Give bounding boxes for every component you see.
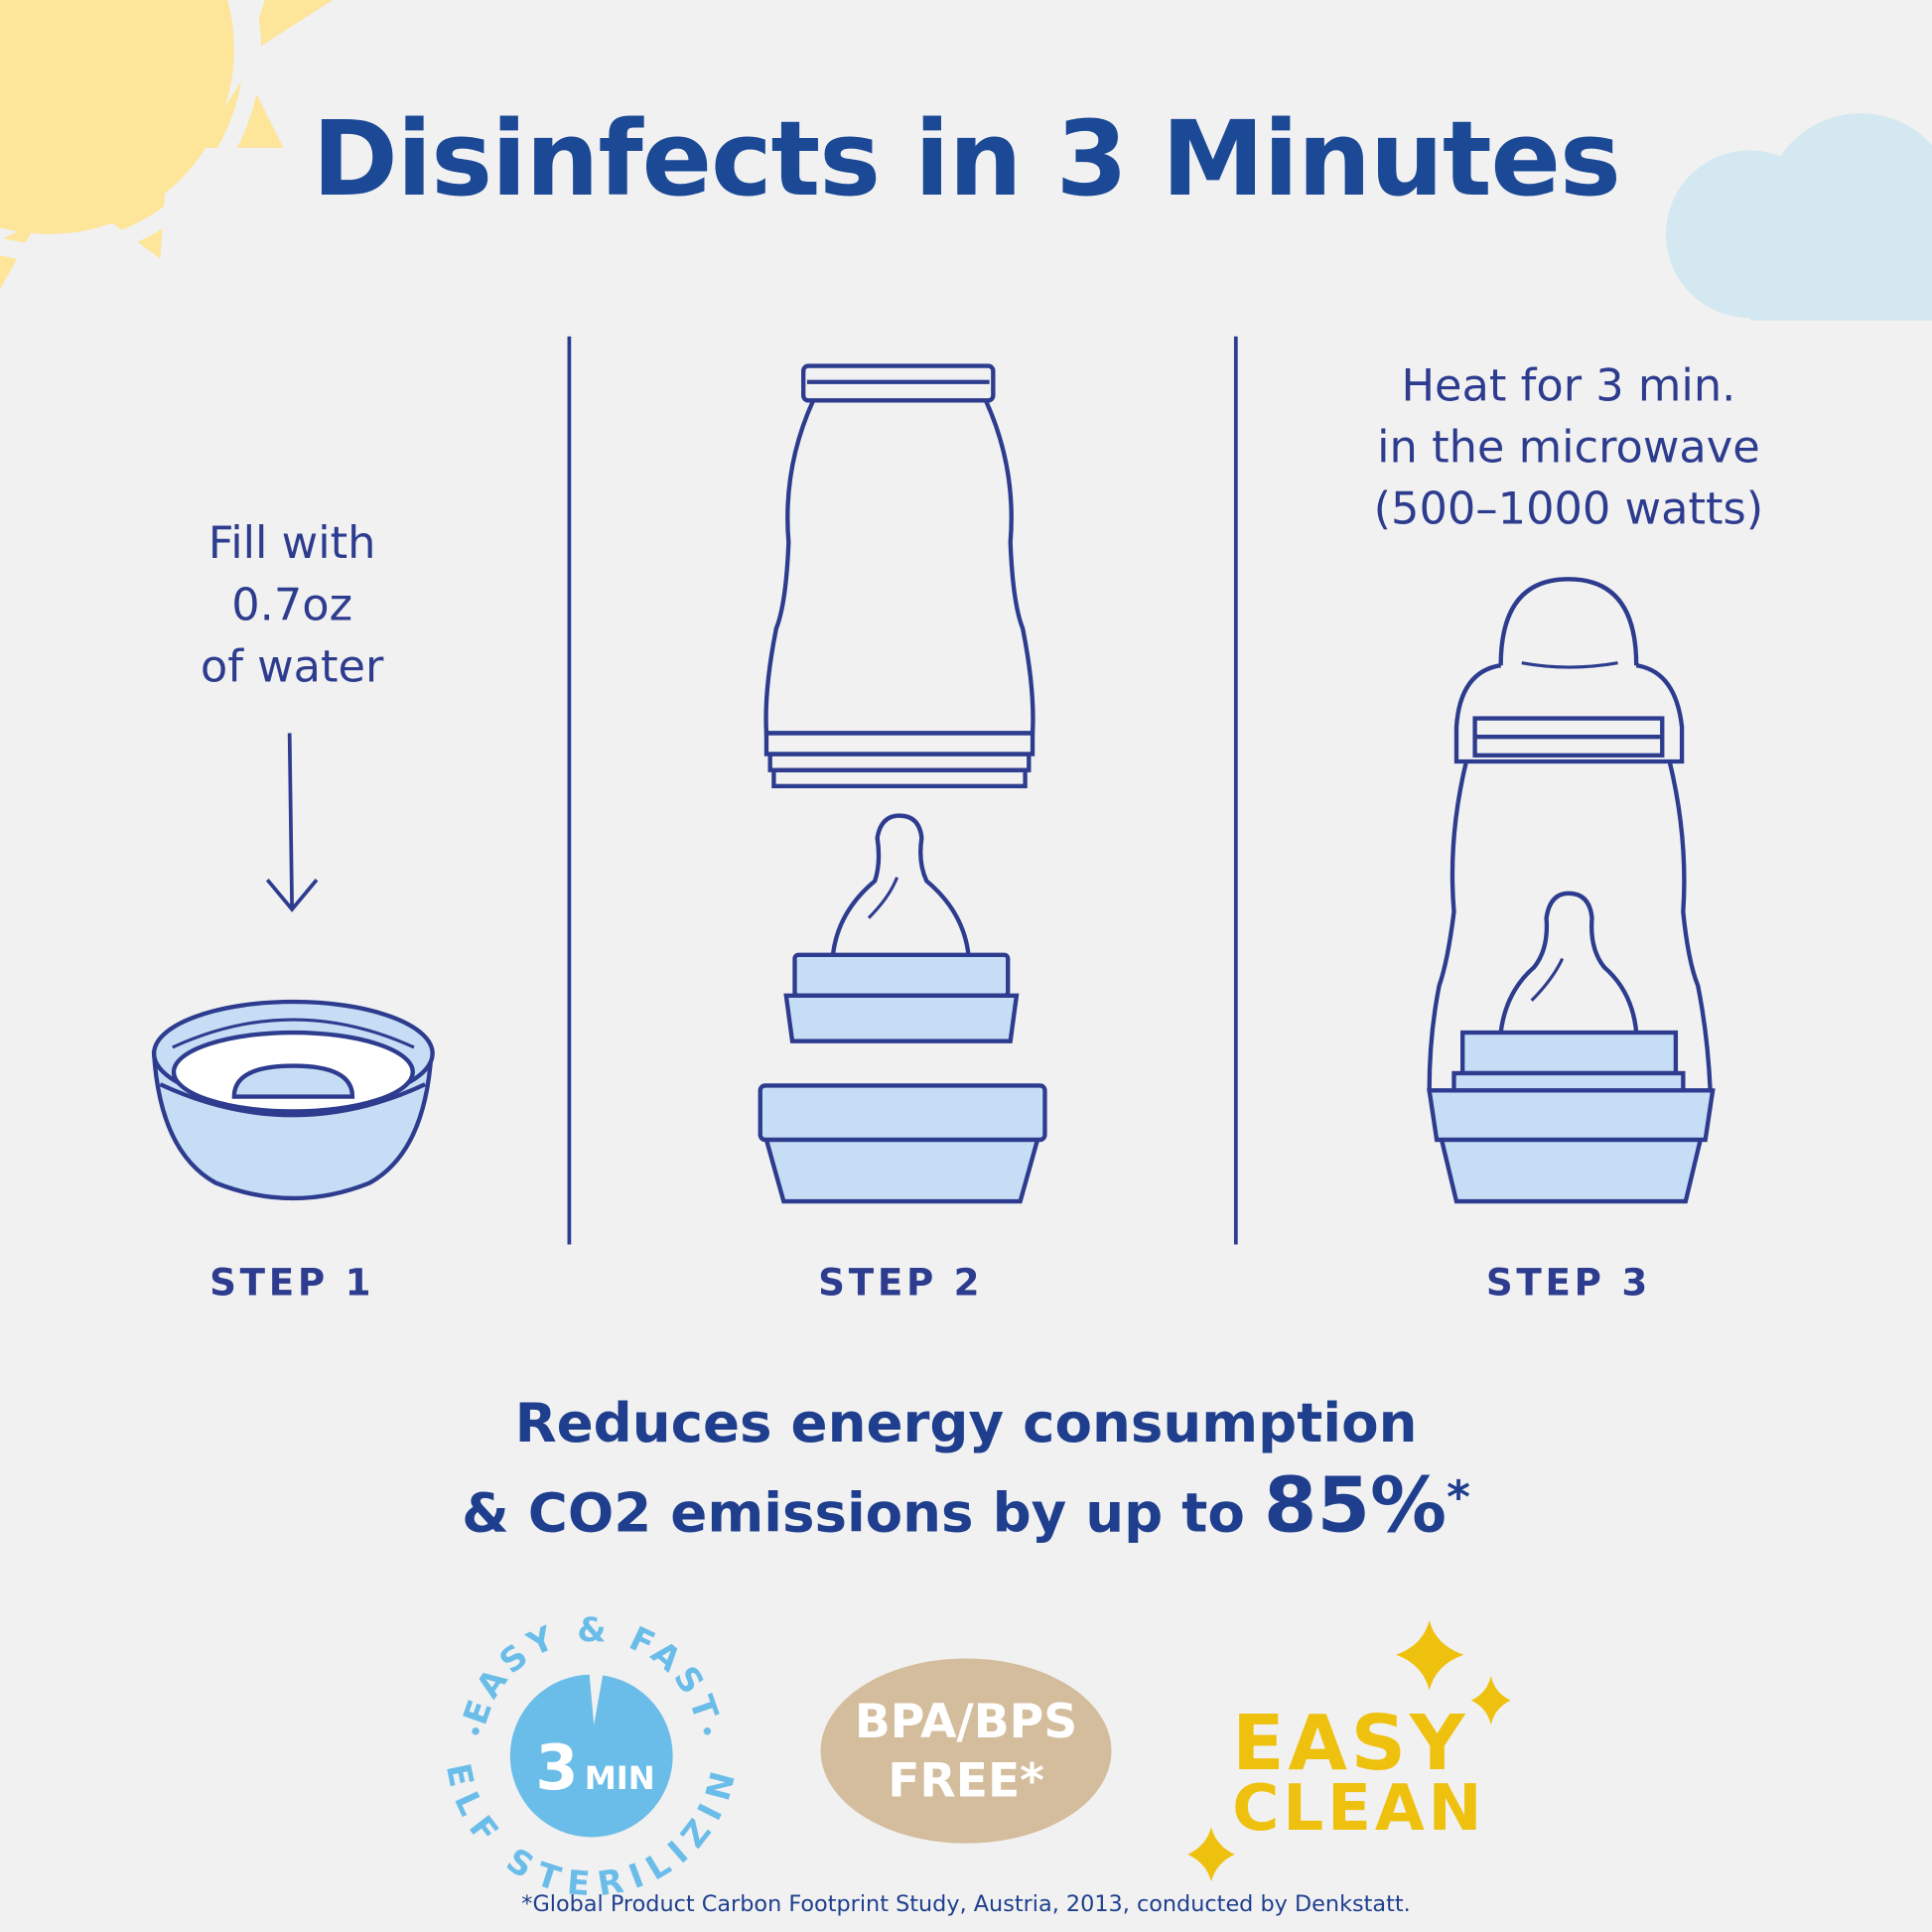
energy-line1: Reduces energy consumption (514, 1392, 1418, 1455)
asterisk: * (1447, 1470, 1470, 1524)
bowl-icon (151, 999, 435, 1201)
step3-label: STEP 3 (1485, 1261, 1651, 1306)
cloud-icon (1665, 113, 1932, 321)
energy-value: 85% (1263, 1459, 1448, 1551)
nipple-ring-icon (783, 813, 1020, 1043)
text-line: in the microwave (1377, 422, 1760, 474)
badge-line: BPA/BPS (854, 1694, 1078, 1749)
step2-label: STEP 2 (818, 1261, 984, 1306)
bottle-body-icon (763, 363, 1035, 788)
base-icon (758, 1083, 1047, 1204)
easy-clean-line1: EASY (1232, 1698, 1469, 1788)
easy-clean-line2: CLEAN (1232, 1771, 1486, 1847)
text-line: of water (200, 641, 384, 693)
badge-number: 3 (535, 1731, 578, 1804)
arrow-down-icon (265, 733, 319, 912)
step1-instructions: Fill with 0.7oz of water (107, 514, 477, 699)
footnote: *Global Product Carbon Footprint Study, … (521, 1891, 1411, 1918)
text-line: Fill with (207, 518, 376, 570)
step3-instructions: Heat for 3 min. in the microwave (500–10… (1322, 356, 1815, 541)
text-line: 0.7oz (231, 580, 353, 631)
page-title: Disinfects in 3 Minutes (312, 98, 1621, 219)
sun-ring (0, 0, 262, 262)
text-line: (500–1000 watts) (1373, 483, 1764, 535)
sparkle-icon (1187, 1620, 1511, 1882)
text-line: Heat for 3 min. (1401, 360, 1736, 412)
step1-label: STEP 1 (209, 1261, 375, 1306)
badge-unit: MIN (585, 1759, 655, 1797)
energy-line2: & CO2 emissions by up to 85%* (0, 1460, 1932, 1551)
energy-text: & CO2 emissions by up to (462, 1482, 1245, 1546)
assembled-bottle-icon (1427, 577, 1716, 1204)
sterilizing-badge: EASY & FAST SELF STERILIZING 3 MIN (0, 0, 739, 1903)
bpa-free-badge: BPA/BPS FREE* (820, 1658, 1112, 1844)
badge-line: FREE* (888, 1753, 1044, 1808)
